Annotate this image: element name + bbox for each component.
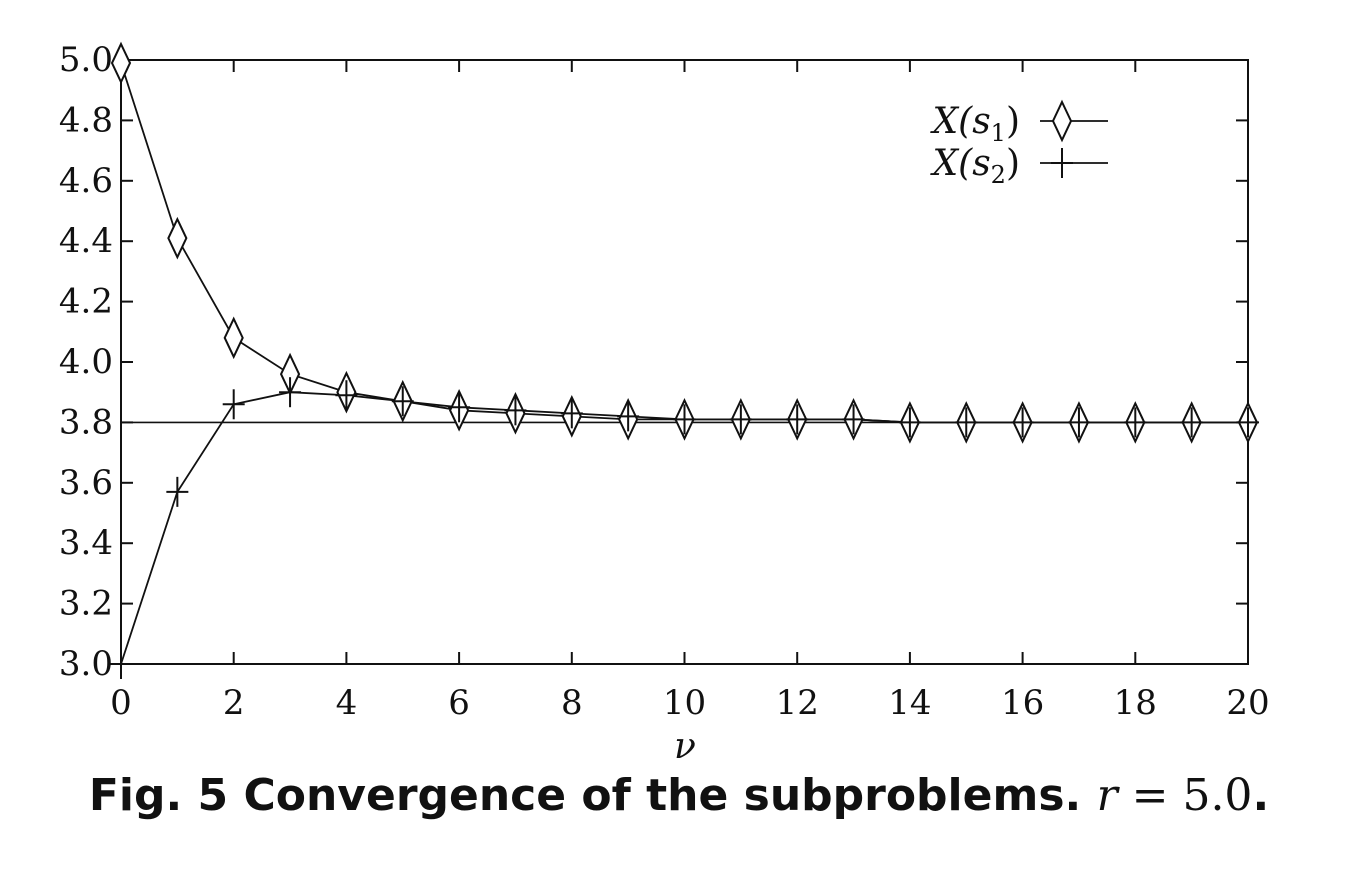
data-point-s2	[842, 404, 865, 435]
series-layer	[110, 41, 1259, 679]
data-point-s2	[448, 392, 471, 423]
x-tick-label: 10	[663, 683, 706, 723]
data-point-s2	[786, 404, 809, 435]
y-tick-label: 4.4	[59, 221, 113, 261]
data-point-s2	[617, 401, 640, 432]
data-point-s2	[110, 649, 132, 679]
data-point-s2	[729, 404, 752, 435]
data-point-s2	[560, 398, 583, 429]
y-tick-label: 3.8	[59, 402, 113, 442]
figure-caption: Fig. 5 Convergence of the subproblems. r…	[0, 770, 1358, 821]
y-tick-label: 3.4	[59, 523, 113, 563]
data-point-s1	[110, 41, 132, 85]
data-point-s1	[167, 216, 188, 260]
y-tick-label: 4.2	[59, 282, 113, 322]
y-tick-label: 4.8	[59, 100, 113, 140]
x-tick-label: 4	[336, 683, 358, 723]
data-point-s2	[166, 476, 189, 507]
legend: X(s1)X(s2)	[930, 99, 1108, 189]
y-tick-label: 3.6	[59, 463, 113, 503]
y-tick-label: 3.2	[59, 584, 113, 624]
data-point-s2	[1011, 407, 1034, 438]
x-axis-label: ν	[674, 726, 696, 767]
data-point-s2	[955, 407, 978, 438]
x-tick-label: 8	[561, 683, 583, 723]
data-point-s2	[1124, 407, 1147, 438]
legend-label-1: X(s1)	[930, 101, 1020, 147]
legend-label-2: X(s2)	[930, 143, 1020, 189]
caption-period: .	[1252, 770, 1270, 821]
data-point-s2	[898, 407, 921, 438]
x-axis-ticks: 0 2 4 6 8 10 12 14 16 18 20	[110, 60, 1270, 723]
data-point-s2	[335, 380, 358, 411]
caption-variable: r	[1096, 770, 1118, 821]
y-tick-label: 5.0	[59, 40, 113, 80]
y-tick-label: 4.0	[59, 342, 113, 382]
caption-equation: r = 5.0	[1097, 770, 1253, 821]
legend-marker-1	[1051, 99, 1073, 143]
x-tick-label: 0	[110, 683, 132, 723]
data-point-s2	[1237, 407, 1259, 438]
data-point-s2	[279, 377, 302, 408]
y-tick-label: 4.6	[59, 161, 113, 201]
y-axis-ticks: 3.0 3.2 3.4 3.6 3.8 4.0 4.2 4.4 4.6 4.8 5.0	[59, 40, 1248, 684]
x-tick-label: 20	[1226, 683, 1269, 723]
data-point-s2	[1067, 407, 1090, 438]
data-point-s2	[391, 386, 414, 417]
y-tick-label: 3.0	[59, 644, 113, 684]
caption-value: = 5.0	[1117, 770, 1253, 821]
legend-marker-2	[1051, 148, 1073, 178]
x-tick-label: 14	[888, 683, 931, 723]
x-tick-label: 12	[776, 683, 819, 723]
caption-prefix: Fig. 5 Convergence of the subproblems.	[88, 770, 1082, 821]
data-point-s2	[222, 389, 245, 420]
x-tick-label: 16	[1001, 683, 1044, 723]
x-tick-label: 2	[223, 683, 245, 723]
x-tick-label: 6	[448, 683, 470, 723]
data-point-s2	[504, 395, 527, 426]
data-point-s2	[1180, 407, 1203, 438]
x-tick-label: 18	[1114, 683, 1157, 723]
convergence-chart: 3.0 3.2 3.4 3.6 3.8 4.0 4.2 4.4 4.6 4.8 5.0 0 2 4 6 8 1…	[59, 40, 1270, 767]
data-point-s2	[673, 404, 696, 435]
data-point-s1	[223, 316, 244, 360]
